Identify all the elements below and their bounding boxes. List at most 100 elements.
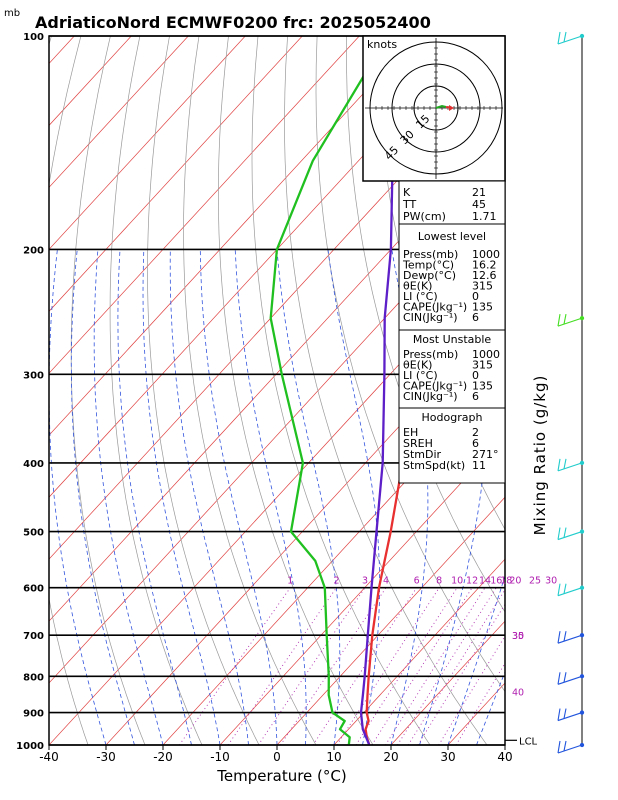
index-label: K xyxy=(403,186,411,199)
index-label: PW(cm) xyxy=(403,210,446,223)
moist-adiabat-line xyxy=(234,249,307,745)
mixing-ratio-label: 1 xyxy=(287,576,293,587)
moist-adiabat-line xyxy=(117,249,192,745)
most-unstable-value: 1000 xyxy=(472,348,500,361)
dewpoint-profile xyxy=(269,36,389,745)
moist-adiabat-line xyxy=(169,249,249,745)
dry-adiabat-line xyxy=(583,36,618,745)
temperature-axis: -40 -30 -20 -10 0 10 20 30 40 LCL xyxy=(39,736,537,764)
lowest-level-label: CIN(Jkg⁻¹) xyxy=(403,311,458,324)
isotherm-line xyxy=(49,36,360,374)
temperature-tick-label: -20 xyxy=(153,750,173,764)
most-unstable-header: Most Unstable xyxy=(413,333,492,346)
dry-adiabat-line xyxy=(315,36,505,693)
wind-barb-flag xyxy=(557,740,561,754)
isotherm-line xyxy=(49,248,505,745)
hodograph-ring xyxy=(369,41,503,175)
wind-barb-flag xyxy=(557,631,561,644)
mixing-ratio-label: 30 xyxy=(545,576,557,587)
mixing-ratio-line xyxy=(438,635,505,745)
mixing-ratio-line xyxy=(227,587,337,745)
moist-adiabat-line xyxy=(504,743,505,745)
mixing-ratio-label: 2 xyxy=(333,576,339,587)
x-axis-label: Temperature (°C) xyxy=(216,767,346,785)
wind-barb xyxy=(557,458,585,472)
wind-barb xyxy=(557,740,585,754)
most-unstable-label: CAPE(Jkg⁻¹) xyxy=(403,380,467,393)
hodograph-param-value: 6 xyxy=(472,437,479,450)
mixing-ratio-line xyxy=(417,603,505,745)
temperature-tick-label: 10 xyxy=(326,750,341,764)
side-value-label: 30 xyxy=(512,631,524,642)
pressure-unit-label: mb xyxy=(4,8,20,19)
most-unstable-value: 315 xyxy=(472,359,493,372)
isotherm-line xyxy=(276,496,505,745)
most-unstable-value: 6 xyxy=(472,390,479,403)
mixing-ratio-label: 14 xyxy=(479,576,491,587)
wind-barb xyxy=(557,583,585,597)
wind-barb xyxy=(557,672,585,685)
isotherm-line xyxy=(49,36,303,312)
isotherm-line xyxy=(0,36,17,745)
hodograph-unit-label: knots xyxy=(367,38,397,51)
mixing-ratio-label: 6 xyxy=(414,576,420,587)
mixing-ratio-label: 12 xyxy=(466,576,478,587)
lowest-level-value: 1000 xyxy=(472,248,500,261)
most-unstable-value: 135 xyxy=(472,380,493,393)
wind-barb-flag xyxy=(557,527,561,540)
mixing-ratio-label: 25 xyxy=(529,576,541,587)
lowest-level-label: LI (°C) xyxy=(403,290,438,303)
wind-barb xyxy=(557,708,585,722)
moist-adiabat-line xyxy=(49,249,107,745)
dry-adiabat-line xyxy=(147,36,260,745)
pressure-tick-label: 400 xyxy=(23,459,44,470)
wind-barb-flag xyxy=(563,708,567,719)
isotherm-line xyxy=(49,36,132,126)
lowest-level-value: 135 xyxy=(472,301,493,314)
dry-adiabat-line xyxy=(109,36,203,745)
wind-profile xyxy=(557,31,585,754)
lowest-level-value: 16.2 xyxy=(472,259,497,272)
moist-adiabat-line xyxy=(327,249,381,745)
pressure-tick-label: 900 xyxy=(23,709,44,720)
hodograph-param-header: Hodograph xyxy=(422,411,483,424)
wind-barb-flag xyxy=(563,314,567,325)
wind-barb-point xyxy=(579,633,585,638)
hodograph-param-value: 11 xyxy=(472,459,486,472)
mixing-ratio-axis-label: Mixing Ratio (g/kg) xyxy=(531,375,549,536)
dry-adiabat-line xyxy=(553,36,618,745)
pressure-tick-label: 500 xyxy=(23,528,44,539)
moist-adiabat-line xyxy=(70,249,135,745)
dry-adiabat-line xyxy=(183,36,317,745)
most-unstable-label: CIN(Jkg⁻¹) xyxy=(403,390,458,403)
wind-barb-flag xyxy=(557,708,561,721)
wind-barb-point xyxy=(579,529,585,534)
wind-barb-point xyxy=(579,585,585,590)
wind-barb xyxy=(557,314,585,327)
mixing-ratio-label: 16 xyxy=(490,576,502,587)
index-value: 45 xyxy=(472,198,486,211)
moist-adiabat-line xyxy=(93,249,164,745)
side-value-label: 40 xyxy=(512,687,524,698)
hodograph-param-label: StmSpd(kt) xyxy=(403,459,465,472)
wind-barb-staff xyxy=(557,317,583,327)
index-label: TT xyxy=(402,198,417,211)
stability-indices-panel: K 21 TT 45 PW(cm) 1.71 Lowest level Press(mb) 10… xyxy=(398,180,506,484)
moist-adiabat-line xyxy=(276,249,341,745)
temperature-tick-label: 20 xyxy=(383,750,398,764)
wind-barb-point xyxy=(579,674,585,679)
index-value: 21 xyxy=(472,186,486,199)
mixing-ratio-label: 18 xyxy=(500,576,512,587)
wind-barb-point xyxy=(579,33,585,39)
wind-barb-flag xyxy=(557,583,561,596)
lowest-level-value: 12.6 xyxy=(472,269,497,282)
mixing-ratio-line xyxy=(336,587,440,745)
chart-title: AdriaticoNord ECMWF0200 frc: 2025052400 xyxy=(35,13,431,32)
lowest-level-label: θE(K) xyxy=(403,280,432,293)
wind-barb-staff xyxy=(557,634,583,644)
isotherm-line xyxy=(390,620,505,745)
pressure-tick-label: 1000 xyxy=(16,741,44,752)
pressure-tick-label: 700 xyxy=(23,631,44,642)
most-unstable-label: Press(mb) xyxy=(403,348,458,361)
